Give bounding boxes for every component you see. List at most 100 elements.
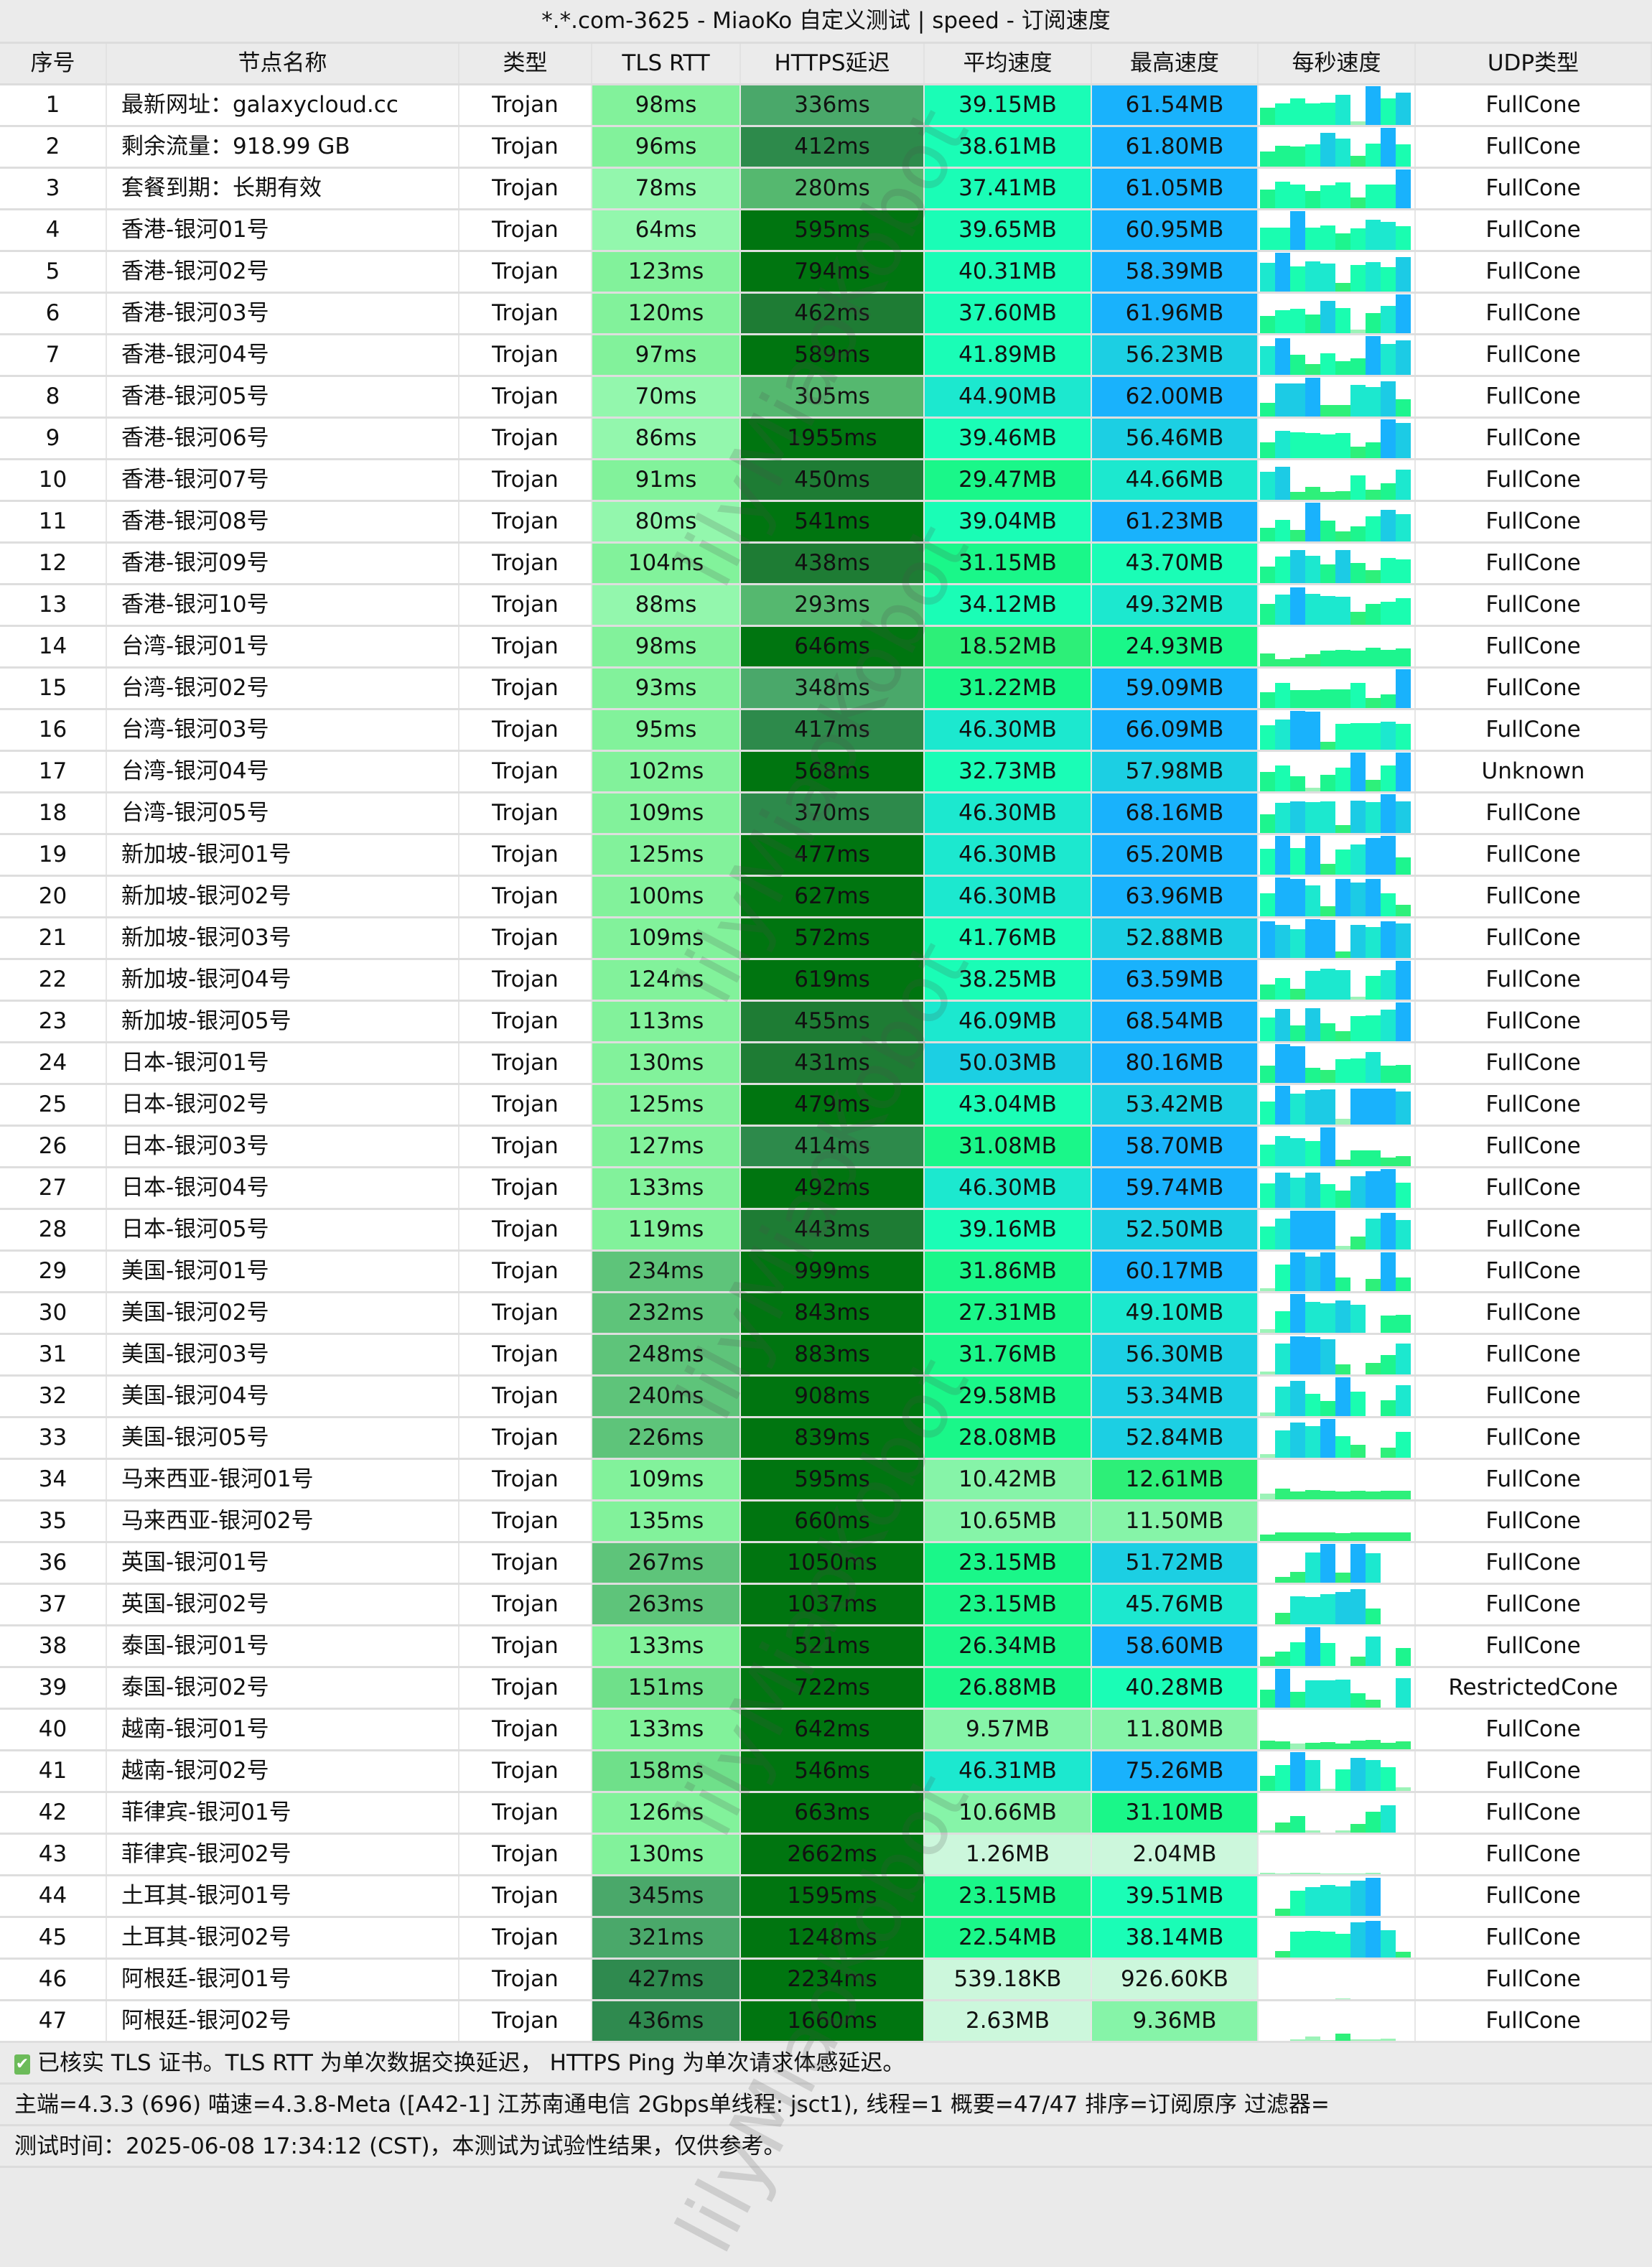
- col-header-https-latency[interactable]: HTTPS延迟: [741, 44, 925, 83]
- avg-speed: 1.26MB: [925, 1835, 1092, 1874]
- table-row[interactable]: 28 日本-银河05号 Trojan 119ms 443ms 39.16MB 52.50MB…: [0, 1210, 1652, 1252]
- table-row[interactable]: 47 阿根廷-银河02号 Trojan 436ms 1660ms 2.63MB 9.36MB…: [0, 2001, 1652, 2043]
- speed-sparkline: [1259, 627, 1416, 666]
- table-row[interactable]: 40 越南-银河01号 Trojan 133ms 642ms 9.57MB 11.80MB F…: [0, 1710, 1652, 1751]
- table-row[interactable]: 5 香港-银河02号 Trojan 123ms 794ms 40.31MB 58.39MB F…: [0, 252, 1652, 294]
- https-latency: 450ms: [741, 460, 925, 500]
- udp-type: FullCone: [1416, 1835, 1652, 1874]
- sparkline-bar: [1275, 978, 1290, 1000]
- table-row[interactable]: 19 新加坡-银河01号 Trojan 125ms 477ms 46.30MB 65.20M…: [0, 835, 1652, 877]
- table-row[interactable]: 13 香港-银河10号 Trojan 88ms 293ms 34.12MB 49.32MB F…: [0, 585, 1652, 627]
- udp-type: RestrictedCone: [1416, 1668, 1652, 1708]
- https-latency: 642ms: [741, 1710, 925, 1749]
- udp-type: FullCone: [1416, 1460, 1652, 1499]
- table-row[interactable]: 42 菲律宾-银河01号 Trojan 126ms 663ms 10.66MB 31.10M…: [0, 1793, 1652, 1835]
- node-name: 日本-银河04号: [107, 1168, 459, 1208]
- table-row[interactable]: 17 台湾-银河04号 Trojan 102ms 568ms 32.73MB 57.98MB…: [0, 752, 1652, 793]
- table-row[interactable]: 33 美国-银河05号 Trojan 226ms 839ms 28.08MB 52.84MB…: [0, 1418, 1652, 1460]
- table-row[interactable]: 4 香港-银河01号 Trojan 64ms 595ms 39.65MB 60.95MB Fu…: [0, 210, 1652, 252]
- col-header-per-second-speed[interactable]: 每秒速度: [1259, 44, 1416, 83]
- table-row[interactable]: 46 阿根廷-银河01号 Trojan 427ms 2234ms 539.18KB 926.…: [0, 1960, 1652, 2001]
- table-row[interactable]: 41 越南-银河02号 Trojan 158ms 546ms 46.31MB 75.26MB…: [0, 1751, 1652, 1793]
- sparkline-bar: [1381, 765, 1396, 791]
- node-type: Trojan: [459, 1293, 592, 1333]
- table-row[interactable]: 3 套餐到期：长期有效 Trojan 78ms 280ms 37.41MB 61.05MB F…: [0, 169, 1652, 210]
- table-row[interactable]: 22 新加坡-银河04号 Trojan 124ms 619ms 38.25MB 63.59M…: [0, 960, 1652, 1002]
- sparkline-bar: [1260, 152, 1275, 167]
- table-row[interactable]: 38 泰国-银河01号 Trojan 133ms 521ms 26.34MB 58.60MB…: [0, 1626, 1652, 1668]
- sparkline-bar: [1396, 857, 1411, 875]
- speed-sparkline: [1259, 1502, 1416, 1541]
- node-name: 香港-银河07号: [107, 460, 459, 500]
- sparkline-bar: [1381, 970, 1396, 1000]
- table-row[interactable]: 9 香港-银河06号 Trojan 86ms 1955ms 39.46MB 56.46MB F…: [0, 419, 1652, 460]
- avg-speed: 10.66MB: [925, 1793, 1092, 1833]
- table-row[interactable]: 15 台湾-银河02号 Trojan 93ms 348ms 31.22MB 59.09MB F…: [0, 669, 1652, 710]
- speed-sparkline: [1259, 710, 1416, 750]
- col-header-node-name[interactable]: 节点名称: [107, 44, 459, 83]
- tls-rtt: 98ms: [592, 85, 741, 125]
- table-row[interactable]: 14 台湾-银河01号 Trojan 98ms 646ms 18.52MB 24.93MB F…: [0, 627, 1652, 669]
- table-row[interactable]: 29 美国-银河01号 Trojan 234ms 999ms 31.86MB 60.17MB…: [0, 1252, 1652, 1293]
- table-row[interactable]: 21 新加坡-银河03号 Trojan 109ms 572ms 41.76MB 52.88M…: [0, 918, 1652, 960]
- sparkline-bar: [1320, 1211, 1335, 1249]
- tls-rtt: 130ms: [592, 1043, 741, 1083]
- table-row[interactable]: 31 美国-银河03号 Trojan 248ms 883ms 31.76MB 56.30MB…: [0, 1335, 1652, 1377]
- col-header-tls-rtt[interactable]: TLS RTT: [592, 44, 741, 83]
- sparkline-bar: [1260, 316, 1275, 333]
- table-row[interactable]: 39 泰国-银河02号 Trojan 151ms 722ms 26.88MB 40.28MB…: [0, 1668, 1652, 1710]
- table-row[interactable]: 6 香港-银河03号 Trojan 120ms 462ms 37.60MB 61.96MB F…: [0, 294, 1652, 335]
- table-row[interactable]: 36 英国-银河01号 Trojan 267ms 1050ms 23.15MB 51.72M…: [0, 1543, 1652, 1585]
- sparkline-bar: [1320, 864, 1335, 875]
- speed-sparkline: [1259, 1210, 1416, 1249]
- sparkline-bar: [1381, 1448, 1396, 1458]
- sparkline-bar: [1396, 423, 1411, 458]
- sparkline-bar: [1290, 1932, 1305, 1958]
- table-row[interactable]: 43 菲律宾-银河02号 Trojan 130ms 2662ms 1.26MB 2.04MB…: [0, 1835, 1652, 1876]
- table-row[interactable]: 23 新加坡-银河05号 Trojan 113ms 455ms 46.09MB 68.54M…: [0, 1002, 1652, 1043]
- https-latency: 595ms: [741, 210, 925, 250]
- table-row[interactable]: 12 香港-银河09号 Trojan 104ms 438ms 31.15MB 43.70MB…: [0, 544, 1652, 585]
- avg-speed: 46.31MB: [925, 1751, 1092, 1791]
- table-row[interactable]: 20 新加坡-银河02号 Trojan 100ms 627ms 46.30MB 63.96M…: [0, 877, 1652, 918]
- table-row[interactable]: 30 美国-银河02号 Trojan 232ms 843ms 27.31MB 49.10MB…: [0, 1293, 1652, 1335]
- table-row[interactable]: 25 日本-银河02号 Trojan 125ms 479ms 43.04MB 53.42MB…: [0, 1085, 1652, 1127]
- table-row[interactable]: 10 香港-银河07号 Trojan 91ms 450ms 29.47MB 44.66MB F…: [0, 460, 1652, 502]
- col-header-index[interactable]: 序号: [0, 44, 107, 83]
- https-latency: 336ms: [741, 85, 925, 125]
- sparkline-bar: [1381, 1400, 1396, 1416]
- sparkline-bar: [1396, 1532, 1411, 1541]
- sparkline-bar: [1260, 528, 1275, 541]
- https-latency: 839ms: [741, 1418, 925, 1458]
- table-row[interactable]: 24 日本-银河01号 Trojan 130ms 431ms 50.03MB 80.16MB…: [0, 1043, 1652, 1085]
- row-index: 13: [0, 585, 107, 625]
- table-row[interactable]: 27 日本-银河04号 Trojan 133ms 492ms 46.30MB 59.74MB…: [0, 1168, 1652, 1210]
- table-row[interactable]: 7 香港-银河04号 Trojan 97ms 589ms 41.89MB 56.23MB Fu…: [0, 335, 1652, 377]
- col-header-type[interactable]: 类型: [459, 44, 592, 83]
- node-name: 新加坡-银河04号: [107, 960, 459, 1000]
- sparkline-bar: [1381, 921, 1396, 958]
- table-row[interactable]: 8 香港-银河05号 Trojan 70ms 305ms 44.90MB 62.00MB Fu…: [0, 377, 1652, 419]
- speed-sparkline: [1259, 502, 1416, 541]
- table-row[interactable]: 34 马来西亚-银河01号 Trojan 109ms 595ms 10.42MB 12.61…: [0, 1460, 1652, 1502]
- sparkline-bar: [1275, 1173, 1290, 1208]
- table-row[interactable]: 26 日本-银河03号 Trojan 127ms 414ms 31.08MB 58.70MB…: [0, 1127, 1652, 1168]
- table-row[interactable]: 44 土耳其-银河01号 Trojan 345ms 1595ms 23.15MB 39.51…: [0, 1876, 1652, 1918]
- sparkline-bar: [1275, 228, 1290, 250]
- table-row[interactable]: 45 土耳其-银河02号 Trojan 321ms 1248ms 22.54MB 38.14…: [0, 1918, 1652, 1960]
- avg-speed: 39.15MB: [925, 85, 1092, 125]
- table-row[interactable]: 32 美国-银河04号 Trojan 240ms 908ms 29.58MB 53.34MB…: [0, 1377, 1652, 1418]
- table-row[interactable]: 2 剩余流量：918.99 GB Trojan 96ms 412ms 38.61MB 61.…: [0, 127, 1652, 169]
- table-row[interactable]: 11 香港-银河08号 Trojan 80ms 541ms 39.04MB 61.23MB F…: [0, 502, 1652, 544]
- node-name: 美国-银河02号: [107, 1293, 459, 1333]
- table-row[interactable]: 16 台湾-银河03号 Trojan 95ms 417ms 46.30MB 66.09MB F…: [0, 710, 1652, 752]
- table-row[interactable]: 1 最新网址：galaxycloud.cc Trojan 98ms 336ms 39.15…: [0, 85, 1652, 127]
- col-header-avg-speed[interactable]: 平均速度: [925, 44, 1092, 83]
- col-header-max-speed[interactable]: 最高速度: [1092, 44, 1259, 83]
- table-row[interactable]: 18 台湾-银河05号 Trojan 109ms 370ms 46.30MB 68.16MB…: [0, 793, 1652, 835]
- sparkline-bar: [1335, 1160, 1350, 1166]
- col-header-udp-type[interactable]: UDP类型: [1416, 44, 1652, 83]
- sparkline-bar: [1275, 765, 1290, 791]
- table-row[interactable]: 35 马来西亚-银河02号 Trojan 135ms 660ms 10.65MB 11.50…: [0, 1502, 1652, 1543]
- table-row[interactable]: 37 英国-银河02号 Trojan 263ms 1037ms 23.15MB 45.76M…: [0, 1585, 1652, 1626]
